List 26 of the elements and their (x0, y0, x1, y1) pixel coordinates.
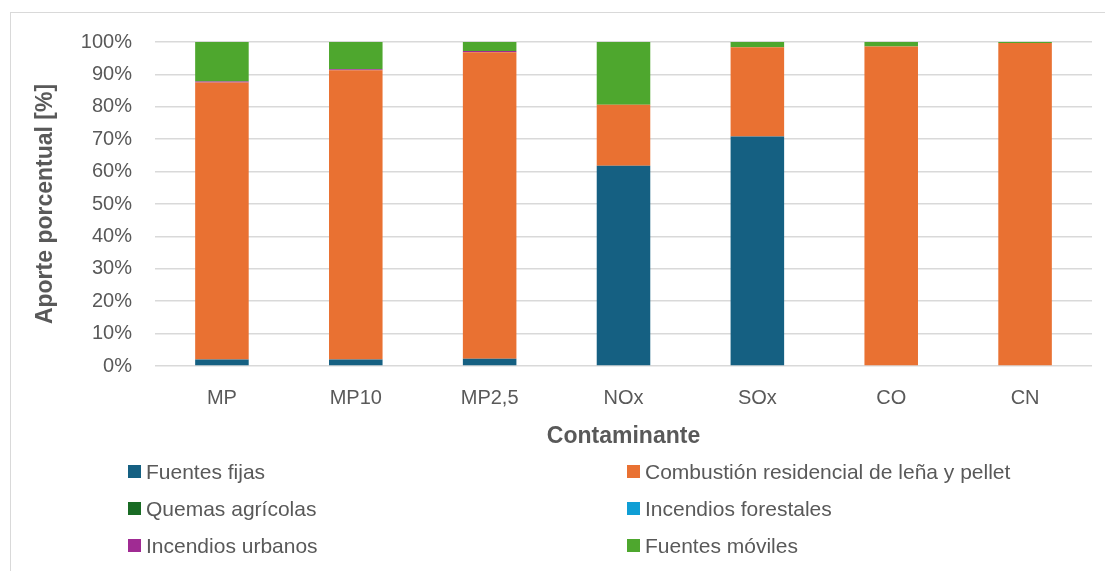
x-tick-label: MP (206, 385, 237, 408)
x-tick-label: SOx (737, 385, 777, 408)
y-tick-label: 30% (91, 256, 133, 279)
x-tick-label: CN (1010, 385, 1040, 408)
legend-label: Fuentes fijas (146, 459, 266, 484)
x-axis-title: Contaminante (546, 421, 701, 448)
legend-label: Fuentes móviles (645, 533, 798, 558)
legend-label: Incendios urbanos (146, 533, 318, 558)
y-axis-title: Aporte porcentual [%] (31, 83, 58, 325)
y-tick-label: 100% (80, 29, 133, 52)
y-tick-label: 60% (91, 159, 133, 182)
legend-label: Quemas agrícolas (146, 496, 317, 521)
y-tick-label: 80% (91, 94, 133, 117)
x-tick-label: CO (876, 385, 907, 408)
x-tick-label: NOx (603, 385, 644, 408)
x-tick-label: MP10 (329, 385, 382, 408)
legend-label: Combustión residencial de leña y pellet (645, 459, 1011, 484)
y-tick-label: 90% (91, 61, 133, 84)
y-tick-label: 40% (91, 223, 133, 246)
legend-label: Incendios forestales (645, 496, 832, 521)
y-tick-label: 70% (91, 126, 133, 149)
y-tick-label: 0% (103, 353, 133, 376)
y-tick-label: 50% (91, 191, 133, 214)
x-tick-label: MP2,5 (460, 385, 519, 408)
y-tick-label: 20% (91, 288, 133, 311)
y-tick-label: 10% (91, 321, 133, 344)
